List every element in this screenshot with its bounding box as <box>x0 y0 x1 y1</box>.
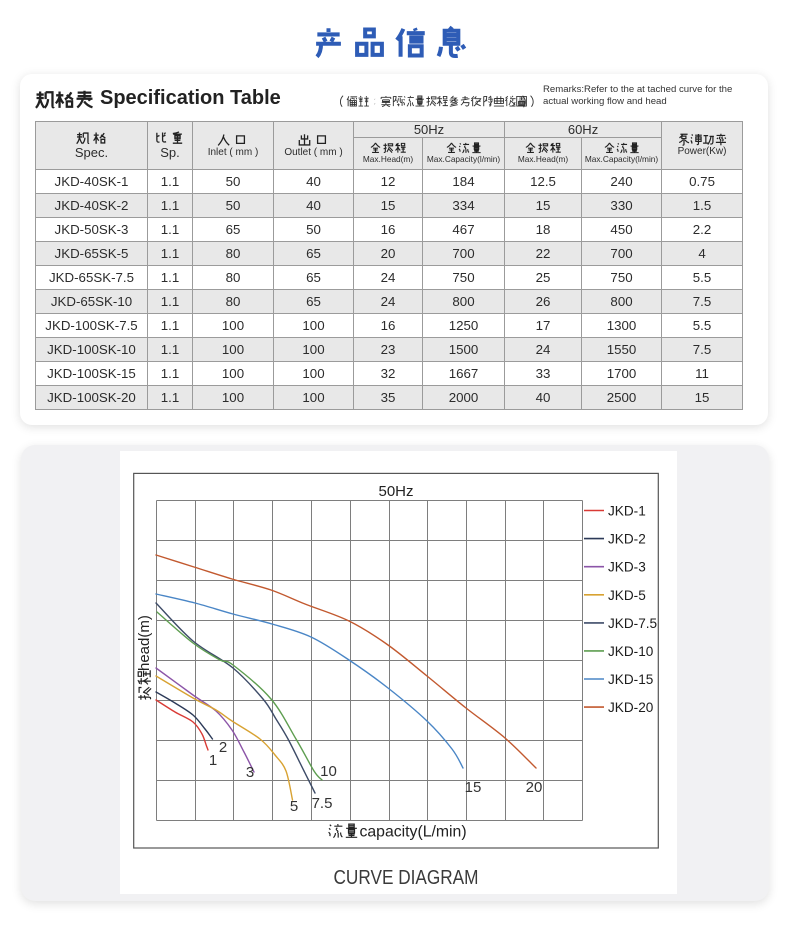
svg-text:2: 2 <box>219 739 227 756</box>
svg-text:5: 5 <box>290 798 298 815</box>
svg-text:JKD-3: JKD-3 <box>608 560 646 575</box>
svg-text:JKD-15: JKD-15 <box>608 672 653 687</box>
svg-text:JKD-5: JKD-5 <box>608 588 646 603</box>
svg-text:20: 20 <box>526 779 543 796</box>
svg-text:7.5: 7.5 <box>312 795 333 812</box>
svg-text:CURVE DIAGRAM: CURVE DIAGRAM <box>334 866 479 889</box>
svg-text:10: 10 <box>320 763 337 780</box>
svg-text:JKD-10: JKD-10 <box>608 644 654 659</box>
svg-text:JKD-2: JKD-2 <box>608 532 646 547</box>
svg-text:head(m): head(m) <box>136 615 153 671</box>
svg-text:1: 1 <box>209 752 217 769</box>
svg-text:3: 3 <box>246 764 254 781</box>
svg-text:15: 15 <box>465 779 482 796</box>
svg-text:50Hz: 50Hz <box>378 483 413 500</box>
svg-text:capacity(L/min): capacity(L/min) <box>360 824 467 841</box>
svg-text:JKD-20: JKD-20 <box>608 700 654 715</box>
svg-text:JKD-7.5: JKD-7.5 <box>608 616 657 631</box>
svg-text:JKD-1: JKD-1 <box>608 504 646 519</box>
